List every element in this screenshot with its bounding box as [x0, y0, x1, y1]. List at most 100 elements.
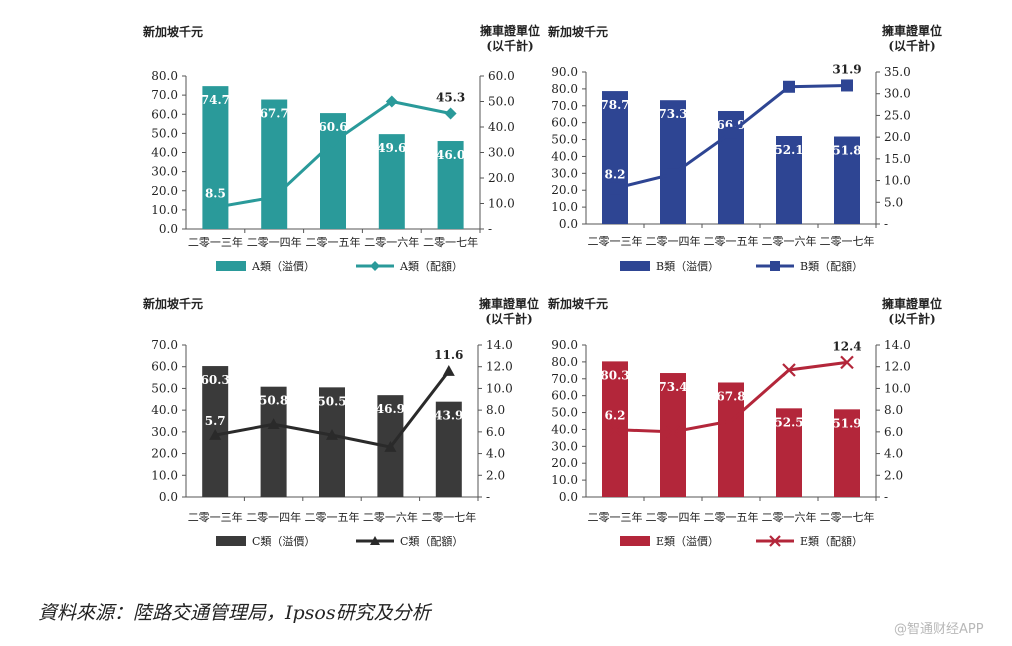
bar-value-label: 51.9 — [832, 416, 861, 430]
right-tick-label: 8.0 — [884, 403, 903, 417]
right-tick-label: 30.0 — [884, 87, 911, 101]
left-tick-label: 20.0 — [551, 183, 578, 197]
left-tick-label: 10.0 — [551, 473, 578, 487]
legend-line-label: B類（配額） — [800, 260, 863, 273]
x-tick-label: 二零一六年 — [762, 234, 817, 248]
left-tick-label: 40.0 — [551, 149, 578, 163]
quota-marker — [268, 191, 281, 204]
right-tick-label: 4.0 — [884, 447, 903, 461]
legend-bar-swatch — [216, 536, 246, 546]
left-tick-label: 50.0 — [551, 133, 578, 147]
right-tick-label: - — [486, 490, 490, 504]
bar-value-label: 52.1 — [774, 143, 803, 157]
left-tick-label: 50.0 — [151, 381, 178, 395]
left-tick-label: 70.0 — [151, 88, 178, 102]
right-axis-unit: 擁車證單位 — [882, 23, 942, 38]
right-tick-label: 6.0 — [884, 425, 903, 439]
left-tick-label: 90.0 — [551, 65, 578, 79]
bar-value-label: 51.8 — [832, 144, 861, 158]
right-axis-unit-sub: (以千計) — [888, 311, 935, 326]
right-tick-label: 50.0 — [488, 95, 515, 109]
x-tick-label: 二零一七年 — [820, 234, 875, 248]
quota-marker — [667, 168, 679, 181]
quota-marker — [609, 182, 621, 195]
legend-bar-swatch — [216, 261, 246, 271]
left-tick-label: 0.0 — [559, 217, 578, 231]
right-tick-label: 8.0 — [486, 403, 505, 417]
source-note: 資料來源：陸路交通管理局，Ipsos研究及分析 — [38, 602, 431, 624]
legend-line-label: E類（配額） — [800, 535, 863, 548]
quota-value-label: 8.2 — [605, 167, 626, 181]
right-tick-label: 4.0 — [486, 447, 505, 461]
x-tick-label: 二零一五年 — [704, 510, 759, 524]
right-tick-label: 25.0 — [884, 108, 911, 122]
x-tick-label: 二零一六年 — [363, 510, 418, 524]
legend-bar-label: C類（溢價） — [252, 534, 315, 548]
quota-marker — [725, 126, 737, 139]
bar-value-label: 46.0 — [436, 148, 465, 162]
bar — [718, 382, 744, 497]
left-tick-label: 60.0 — [151, 360, 178, 374]
left-tick-label: 90.0 — [551, 338, 578, 352]
bar — [660, 373, 686, 497]
left-tick-label: 30.0 — [151, 425, 178, 439]
bar — [378, 134, 405, 229]
quota-value-label: 8.5 — [205, 186, 226, 200]
legend-bar-swatch — [620, 261, 650, 271]
bar — [435, 401, 462, 497]
right-tick-label: - — [884, 217, 888, 231]
quota-value-label: 6.2 — [605, 409, 626, 423]
bar-value-label: 49.6 — [377, 141, 406, 155]
left-axis-unit: 新加坡千元 — [143, 296, 203, 311]
quota-marker — [442, 365, 455, 376]
right-tick-label: 14.0 — [884, 338, 911, 352]
right-tick-label: 5.0 — [884, 195, 903, 209]
legend-bar-label: A類（溢價） — [251, 259, 315, 273]
x-tick-label: 二零一三年 — [588, 234, 643, 248]
right-axis-unit-sub: (以千計) — [888, 38, 935, 53]
x-tick-label: 二零一三年 — [188, 235, 243, 249]
x-tick-label: 二零一七年 — [820, 510, 875, 524]
left-tick-label: 40.0 — [151, 146, 178, 160]
right-axis-unit: 擁車證單位 — [480, 23, 540, 38]
x-tick-label: 二零一七年 — [423, 235, 478, 249]
left-tick-label: 60.0 — [551, 116, 578, 130]
left-tick-label: 70.0 — [551, 372, 578, 386]
right-tick-label: 10.0 — [488, 197, 515, 211]
left-tick-label: 0.0 — [559, 490, 578, 504]
left-tick-label: 40.0 — [551, 422, 578, 436]
bar-value-label: 43.9 — [434, 409, 463, 423]
left-tick-label: 10.0 — [151, 203, 178, 217]
legend-bar-label: B類（溢價） — [656, 259, 719, 273]
bar — [319, 387, 345, 497]
x-tick-label: 二零一五年 — [704, 234, 759, 248]
left-tick-label: 10.0 — [551, 200, 578, 214]
bar — [602, 91, 628, 224]
right-tick-label: 35.0 — [884, 65, 911, 79]
left-tick-label: 80.0 — [551, 82, 578, 96]
quota-value-label: 31.9 — [832, 62, 861, 76]
x-tick-label: 二零一三年 — [188, 510, 243, 524]
right-axis-unit-sub: (以千計) — [485, 311, 532, 326]
left-tick-label: 30.0 — [151, 165, 178, 179]
quota-marker — [384, 441, 397, 452]
right-tick-label: 10.0 — [486, 381, 513, 395]
bar — [437, 141, 464, 229]
quota-marker — [327, 136, 339, 149]
quota-value-label: 45.3 — [436, 90, 465, 104]
legend-marker — [370, 536, 380, 545]
legend-bar-label: E類（溢價） — [656, 534, 719, 548]
quota-marker — [209, 201, 222, 214]
watermark: @智通财经APP — [894, 622, 984, 637]
x-tick-label: 二零一四年 — [247, 235, 302, 249]
bar-value-label: 46.9 — [376, 402, 405, 416]
right-tick-label: - — [488, 222, 492, 236]
left-tick-label: 60.0 — [551, 389, 578, 403]
quota-marker — [782, 363, 796, 377]
quota-marker — [783, 80, 795, 93]
right-tick-label: 30.0 — [488, 146, 515, 160]
left-tick-label: 30.0 — [551, 439, 578, 453]
bar — [834, 136, 860, 224]
left-tick-label: 10.0 — [151, 468, 178, 482]
bar-value-label: 60.3 — [201, 373, 230, 387]
